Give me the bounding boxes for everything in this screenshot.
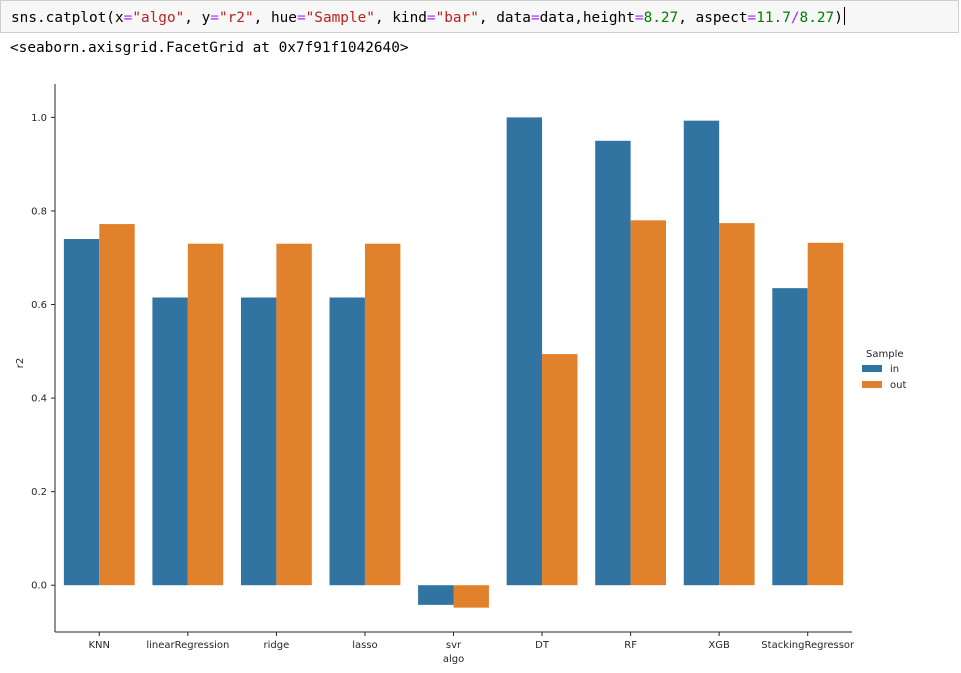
- code-token: "r2": [218, 10, 254, 26]
- bar-out: [364, 243, 401, 586]
- code-token: , hue: [253, 10, 297, 26]
- x-tick-labels: KNN linearRegression ridge lasso svr DT RF XGB S…: [89, 632, 855, 651]
- x-tick-label: KNN: [89, 640, 111, 651]
- bar-out: [807, 242, 844, 586]
- x-tick-label: StackingRegressor: [761, 640, 855, 651]
- x-tick-label: ridge: [264, 640, 290, 651]
- code-token: , aspect: [678, 10, 748, 26]
- y-tick-label: 1.0: [31, 113, 47, 124]
- legend-title: Sample: [866, 349, 904, 360]
- bar-in: [595, 140, 631, 586]
- x-tick-label: XGB: [708, 640, 730, 651]
- y-tick-label: 0.6: [31, 300, 47, 311]
- code-token: "algo": [132, 10, 185, 26]
- bar-in: [506, 117, 543, 586]
- bar-in: [240, 297, 277, 586]
- bar-out: [719, 223, 755, 586]
- x-tick-label: RF: [624, 640, 637, 651]
- code-token: , y: [184, 10, 211, 26]
- code-token: "Sample": [305, 10, 375, 26]
- legend-swatch-out: [862, 381, 882, 388]
- code-text: sns.catplot(x="algo", y="r2", hue="Sampl…: [11, 10, 843, 26]
- legend-swatch-in: [862, 365, 882, 372]
- text-caret: [843, 7, 845, 25]
- x-tick-label: svr: [446, 640, 462, 651]
- y-tick-labels: 0.0 0.2 0.4 0.6 0.8 1.0: [31, 113, 55, 592]
- bar-in: [418, 585, 454, 605]
- bar-chart: KNN linearRegression ridge lasso svr DT RF XGB S…: [15, 84, 906, 665]
- bar-out: [99, 224, 135, 586]
- bar-out: [542, 354, 578, 586]
- code-cell-input[interactable]: sns.catplot(x="algo", y="r2", hue="Sampl…: [0, 0, 959, 33]
- x-tick-label: lasso: [352, 640, 377, 651]
- code-token: 8.27: [799, 10, 835, 26]
- code-token: =: [210, 10, 219, 26]
- code-token: /: [790, 10, 800, 26]
- chart-legend: Sample in out: [862, 349, 906, 391]
- legend-label-out: out: [890, 380, 906, 391]
- code-token: , data: [478, 10, 531, 26]
- code-token: =: [530, 10, 540, 26]
- code-token: =: [296, 10, 306, 26]
- code-token: sns.catplot(x: [11, 10, 124, 26]
- bar-in: [152, 297, 188, 586]
- x-axis-label: algo: [443, 654, 464, 665]
- x-tick-label: linearRegression: [146, 640, 229, 651]
- bar-out: [453, 585, 489, 608]
- x-tick-label: DT: [535, 640, 550, 651]
- cell-output-text: <seaborn.axisgrid.FacetGrid at 0x7f91f10…: [10, 40, 409, 56]
- code-token: 11.7: [756, 10, 791, 26]
- code-token: =: [747, 10, 757, 26]
- bar-in: [772, 288, 808, 586]
- y-tick-label: 0.8: [31, 206, 47, 217]
- chart-bars: [63, 117, 844, 608]
- bar-out: [630, 220, 667, 586]
- code-line[interactable]: sns.catplot(x="algo", y="r2", hue="Sampl…: [11, 7, 845, 28]
- bar-in: [63, 239, 100, 586]
- code-token: data,height: [539, 10, 635, 26]
- bar-out: [276, 243, 312, 586]
- bar-in: [329, 297, 365, 586]
- code-token: ): [834, 10, 843, 26]
- code-token: 8.27: [643, 10, 679, 26]
- code-token: =: [634, 10, 644, 26]
- bar-in: [683, 120, 720, 586]
- y-tick-label: 0.2: [31, 487, 47, 498]
- code-token: =: [426, 10, 436, 26]
- code-token: "bar": [435, 10, 479, 26]
- legend-label-in: in: [890, 364, 899, 375]
- code-token: , kind: [374, 10, 427, 26]
- y-tick-label: 0.0: [31, 581, 47, 592]
- code-token: =: [123, 10, 133, 26]
- y-axis-label: r2: [15, 358, 26, 368]
- y-tick-label: 0.4: [31, 394, 47, 405]
- bar-out: [187, 243, 224, 586]
